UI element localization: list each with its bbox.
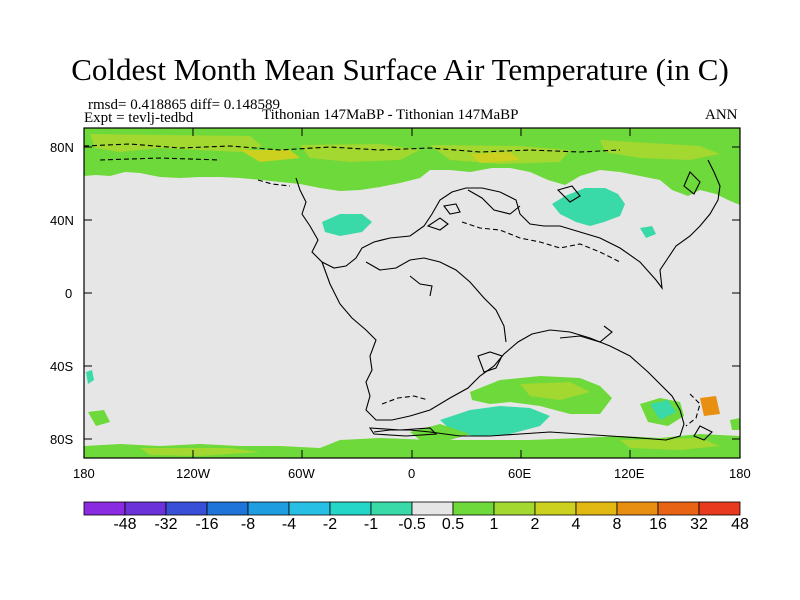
cool-patch-atlantic <box>322 214 372 236</box>
colorbar-label: -8 <box>240 516 256 533</box>
lat-label-40s: 40S <box>50 359 74 374</box>
colorbar-swatch <box>534 501 577 516</box>
south-cool-patch <box>440 406 550 436</box>
colorbar-swatch <box>452 501 495 516</box>
coastline <box>365 257 507 343</box>
colorbar-swatch <box>288 501 331 516</box>
lon-label-60e: 60E <box>508 466 532 481</box>
period-label: ANN <box>705 107 738 123</box>
colorbar-swatch <box>493 501 536 516</box>
colorbar-label: -48 <box>113 516 137 533</box>
coastline <box>257 179 291 187</box>
coastline <box>461 221 621 263</box>
colorbar-label: 8 <box>612 516 622 533</box>
colorbar-swatch <box>616 501 659 516</box>
south-warm-patch <box>520 382 590 400</box>
chart-title: Coldest Month Mean Surface Air Temperatu… <box>71 52 729 87</box>
cool-patch-small <box>640 226 656 238</box>
lon-label-60w: 60W <box>288 466 315 481</box>
north-warm-patch <box>300 144 420 162</box>
lon-label-120e: 120E <box>614 466 645 481</box>
colorbar-swatch <box>206 501 249 516</box>
colorbar-label: 0.5 <box>441 516 465 533</box>
lon-label-0: 0 <box>408 466 416 481</box>
lon-label-120w: 120W <box>176 466 210 481</box>
colorbar-swatch <box>165 501 208 516</box>
colorbar-label: -32 <box>154 516 178 533</box>
colorbar-label: 2 <box>530 516 540 533</box>
north-warm-patch <box>600 140 720 160</box>
coastline <box>683 171 701 195</box>
south-polar-warm <box>620 438 720 450</box>
colorbar-swatch <box>370 501 413 516</box>
colorbar-label: 32 <box>690 516 708 533</box>
coastline <box>467 189 521 215</box>
north-warm-patch <box>90 134 262 152</box>
colorbar-label: 16 <box>649 516 667 533</box>
colorbar <box>83 501 741 516</box>
colorbar-swatch <box>124 501 167 516</box>
lat-label-40n: 40N <box>50 213 74 228</box>
south-polar-warm <box>140 448 260 456</box>
coastline <box>368 427 438 437</box>
colorbar-label: 48 <box>731 516 749 533</box>
coastline <box>477 351 503 373</box>
colorbar-swatch <box>657 501 700 516</box>
coastline <box>426 217 449 231</box>
coastline <box>685 393 701 427</box>
experiment-label: Expt = tevlj-tedbd <box>84 110 194 126</box>
stats-text: rmsd= 0.418865 diff= 0.148589 <box>88 97 281 113</box>
colorbar-label: 1 <box>489 516 499 533</box>
coastline <box>556 185 581 203</box>
coastline <box>443 203 461 215</box>
south-cool-patch <box>650 400 676 420</box>
coastline <box>409 275 433 297</box>
south-anomaly-patch <box>88 410 110 426</box>
north-warm-patch <box>240 150 300 162</box>
coastline <box>693 425 713 441</box>
south-warm-patch <box>700 396 720 416</box>
cool-patch-asia <box>552 188 625 226</box>
map-background <box>84 128 740 458</box>
cool-patch-small <box>86 370 94 384</box>
coastline <box>559 325 613 343</box>
colorbar-label: -1 <box>363 516 379 533</box>
colorbar-swatch <box>247 501 290 516</box>
lat-label-0: 0 <box>65 286 73 301</box>
colorbar-label: -4 <box>281 516 297 533</box>
colorbar-label: -2 <box>322 516 338 533</box>
lon-label-180w: 180 <box>73 466 95 481</box>
north-warm-patch <box>470 152 520 163</box>
colorbar-label: -0.5 <box>398 516 426 533</box>
comparison-label: Tithonian 147MaBP - Tithonian 147MaBP <box>262 107 519 123</box>
coastline <box>321 261 685 441</box>
coastline <box>99 157 221 161</box>
colorbar-swatch <box>411 501 454 516</box>
colorbar-label: -16 <box>195 516 219 533</box>
colorbar-swatch <box>83 501 126 516</box>
coastline <box>381 395 429 405</box>
lat-label-80n: 80N <box>50 140 74 155</box>
lat-label-80s: 80S <box>50 432 74 447</box>
south-anomaly-patch <box>730 418 740 430</box>
colorbar-swatch <box>698 501 741 516</box>
colorbar-label: 4 <box>571 516 581 533</box>
coastlines <box>83 143 721 441</box>
axis-ticks <box>83 128 741 458</box>
colorbar-swatch <box>575 501 618 516</box>
colorbar-swatch <box>329 501 372 516</box>
lon-label-180e: 180 <box>729 466 751 481</box>
